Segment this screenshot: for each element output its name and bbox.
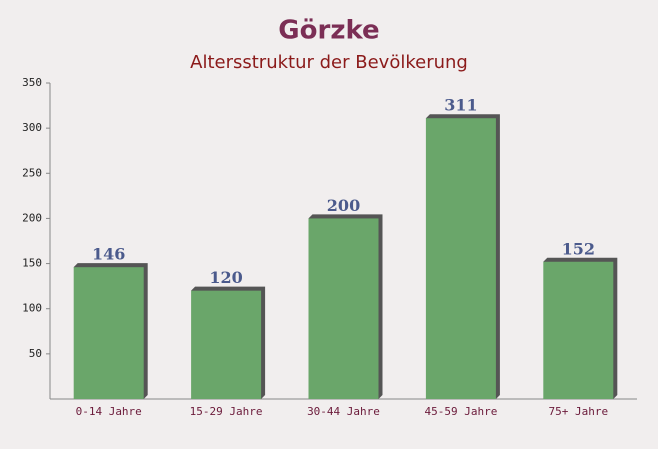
value-label: 311: [444, 96, 477, 115]
x-tick-label: 30-44 Jahre: [307, 405, 380, 418]
y-tick-label: 350: [22, 76, 42, 89]
y-tick-label: 150: [22, 257, 42, 270]
value-label: 120: [209, 268, 242, 287]
bar: [425, 118, 496, 399]
x-tick-label: 75+ Jahre: [548, 405, 608, 418]
y-tick-label: 250: [22, 166, 42, 179]
x-tick-label: 45-59 Jahre: [424, 405, 497, 418]
y-tick-label: 50: [29, 347, 42, 360]
y-tick-label: 100: [22, 302, 42, 315]
bar: [308, 218, 379, 399]
x-tick-label: 0-14 Jahre: [76, 405, 142, 418]
chart-subtitle: Altersstruktur der Bevölkerung: [190, 52, 468, 73]
bar: [191, 290, 262, 399]
x-tick-label: 15-29 Jahre: [190, 405, 263, 418]
bar: [73, 267, 144, 399]
value-label: 152: [562, 239, 595, 258]
y-tick-label: 200: [22, 211, 42, 224]
value-label: 146: [92, 245, 125, 264]
value-label: 200: [327, 196, 360, 215]
y-tick-label: 300: [22, 121, 42, 134]
chart-title: Görzke: [278, 16, 379, 46]
bar: [543, 261, 614, 399]
